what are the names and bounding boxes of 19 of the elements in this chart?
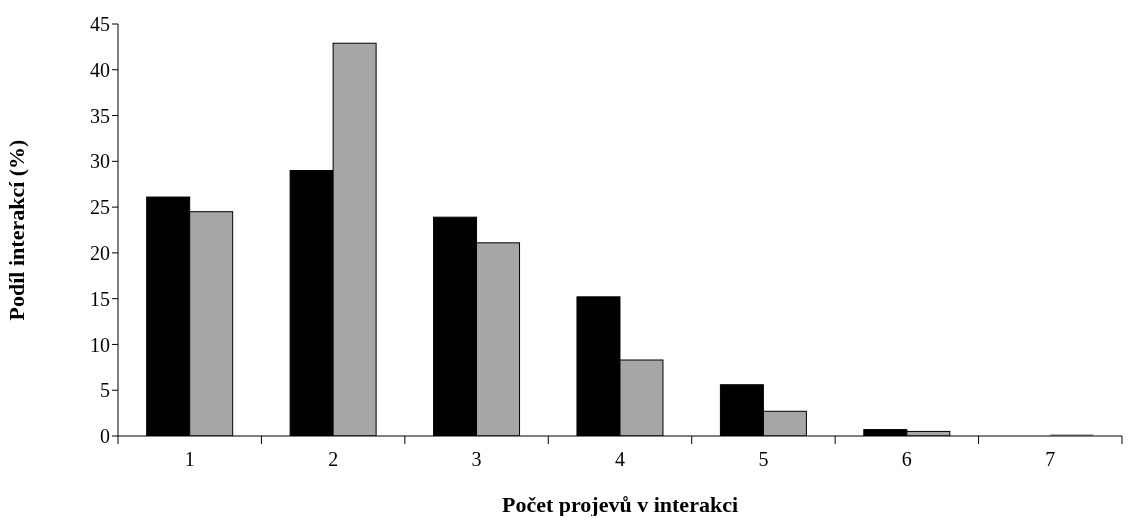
y-tick-label: 35 — [90, 104, 110, 127]
x-tick-label: 5 — [758, 448, 769, 470]
x-tick-label: 2 — [328, 448, 339, 470]
y-tick-label: 15 — [90, 287, 110, 310]
y-tick-label: 10 — [90, 333, 110, 356]
y-tick-label: 40 — [90, 58, 110, 81]
y-tick-label: 45 — [90, 13, 110, 36]
x-tick-label: 3 — [471, 448, 482, 470]
x-tick-label: 4 — [615, 448, 625, 470]
y-axis-title: Podíl interakcí (%) — [3, 139, 29, 321]
x-tick-label: 1 — [184, 448, 195, 470]
y-tick-label: 20 — [90, 241, 110, 264]
x-tick-label: 6 — [901, 448, 912, 470]
y-tick-label: 25 — [90, 196, 110, 219]
x-axis-title: Počet projevů v interakci — [501, 492, 739, 517]
x-tick-label: 7 — [1045, 448, 1056, 470]
y-tick-label: 30 — [90, 150, 110, 173]
y-tick-label: 0 — [100, 425, 110, 448]
y-tick-label: 5 — [100, 379, 110, 402]
